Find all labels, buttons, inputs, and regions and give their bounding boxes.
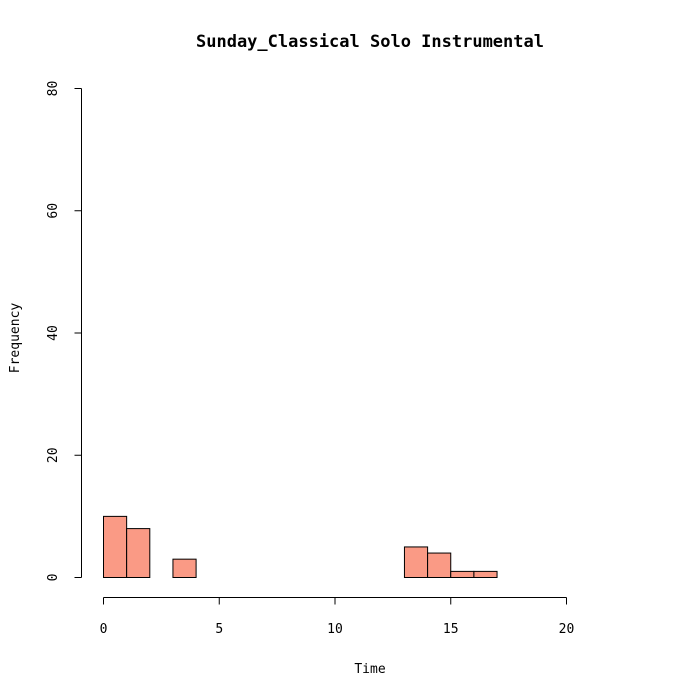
chart-title: Sunday_Classical Solo Instrumental — [196, 32, 544, 52]
histogram-bar-0 — [103, 515, 128, 578]
histogram-bar-3 — [172, 558, 197, 578]
x-axis-label: Time — [354, 662, 385, 677]
y-tick-label-3: 60 — [46, 203, 61, 219]
histogram-bar-15 — [450, 570, 475, 579]
histogram-bar-1 — [126, 528, 151, 578]
x-tick-label-1: 5 — [215, 622, 223, 637]
x-tick-label-0: 0 — [100, 622, 108, 637]
x-tick-label-3: 15 — [443, 622, 459, 637]
bars-group — [103, 515, 498, 579]
y-tick-label-4: 80 — [46, 81, 61, 97]
histogram-bar-14 — [427, 552, 452, 578]
x-axis: 0 5 10 15 20 — [100, 597, 575, 637]
y-axis: 0 20 40 60 80 — [46, 81, 82, 582]
histogram-bar-16 — [473, 570, 498, 579]
y-tick-label-1: 20 — [46, 447, 61, 463]
x-tick-label-4: 20 — [559, 622, 575, 637]
y-tick-label-2: 40 — [46, 325, 61, 341]
histogram-bar-13 — [403, 546, 429, 578]
x-tick-label-2: 10 — [327, 622, 343, 637]
y-tick-label-0: 0 — [46, 574, 61, 582]
y-axis-label: Frequency — [8, 303, 23, 374]
